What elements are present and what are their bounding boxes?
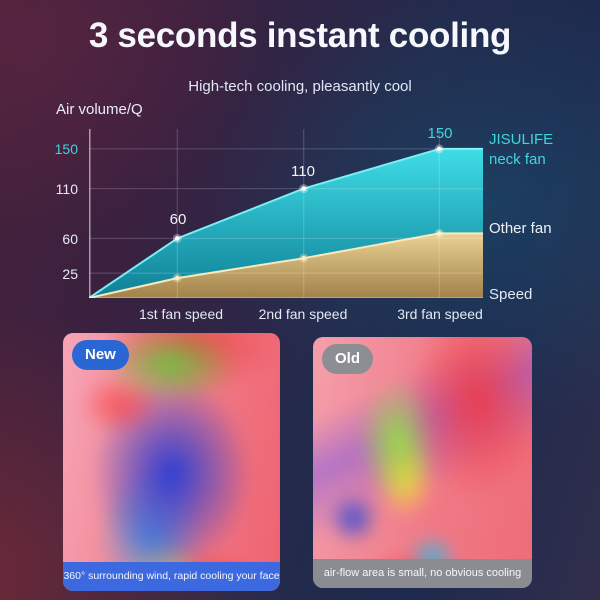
x-axis-label: Speed bbox=[489, 286, 533, 303]
legend-other-fan: Other fan bbox=[489, 220, 552, 237]
data-point-label: 150 bbox=[427, 125, 453, 142]
comparison-card-new: New 360° surrounding wind, rapid cooling… bbox=[63, 333, 280, 591]
new-badge: New bbox=[72, 340, 129, 370]
comparison-card-old: Old air-flow area is small, no obvious c… bbox=[313, 337, 532, 588]
y-tick-label: 60 bbox=[62, 231, 78, 247]
page-title: 3 seconds instant cooling bbox=[88, 16, 512, 55]
caption-old: air-flow area is small, no obvious cooli… bbox=[313, 559, 532, 588]
y-tick-label: 25 bbox=[62, 266, 78, 282]
caption-new: 360° surrounding wind, rapid cooling you… bbox=[63, 562, 280, 591]
data-point-label: 60 bbox=[169, 211, 187, 228]
y-tick-label: 150 bbox=[54, 141, 78, 157]
y-axis-label: Air volume/Q bbox=[56, 101, 143, 118]
page-subtitle: High-tech cooling, pleasantly cool bbox=[188, 78, 412, 95]
x-tick-label: 1st fan speed bbox=[138, 306, 224, 322]
thermal-image-new bbox=[63, 333, 280, 591]
legend-jisulife-neck-fan: JISULIFE neck fan bbox=[489, 131, 554, 168]
x-tick-label: 2nd fan speed bbox=[258, 306, 348, 322]
airflow-area-chart bbox=[89, 129, 483, 298]
old-badge: Old bbox=[322, 344, 373, 374]
x-tick-label: 3rd fan speed bbox=[397, 306, 483, 322]
data-point-label: 110 bbox=[291, 163, 315, 180]
y-tick-label: 110 bbox=[55, 181, 78, 197]
thermal-image-old bbox=[313, 337, 532, 588]
